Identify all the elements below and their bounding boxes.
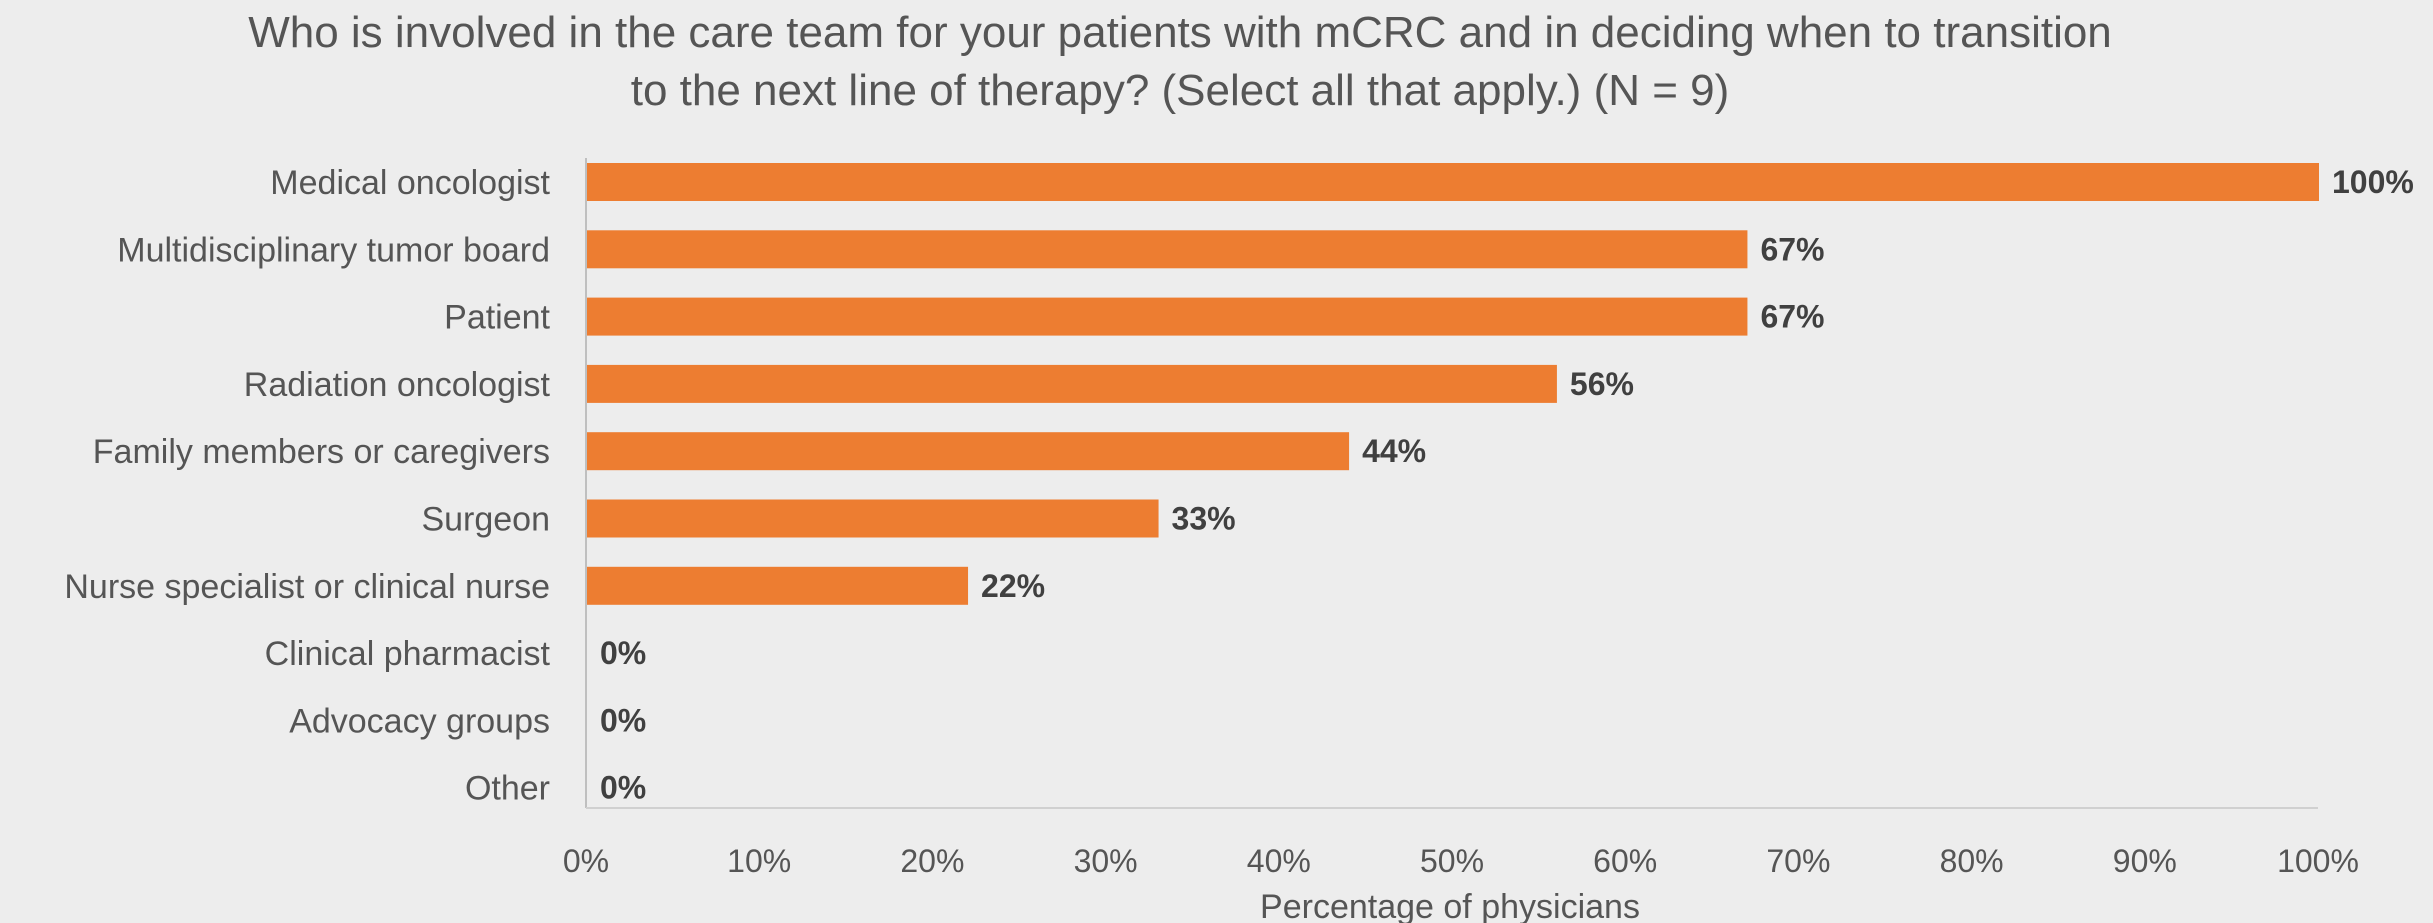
bar — [587, 566, 969, 605]
chart-title: Who is involved in the care team for you… — [248, 8, 2112, 115]
x-tick-label: 0% — [563, 843, 609, 879]
value-label: 67% — [1760, 299, 1824, 335]
x-tick-label: 100% — [2277, 843, 2359, 879]
x-tick-labels: 0% 10% 20% 30% 40% 50% 60% 70% 80% 90% 100% — [563, 843, 2359, 879]
x-tick-label: 80% — [1940, 843, 2004, 879]
category-label: Medical oncologist — [270, 164, 550, 202]
bar — [587, 364, 1557, 403]
value-label: 0% — [600, 702, 646, 738]
x-tick-label: 50% — [1420, 843, 1484, 879]
bar — [587, 163, 2319, 201]
value-label: 100% — [2332, 164, 2414, 200]
category-label: Radiation oncologist — [244, 366, 551, 404]
x-tick-label: 40% — [1247, 843, 1311, 879]
bars-group — [587, 163, 2319, 605]
category-labels: Medical oncologist Multidisciplinary tumo… — [64, 164, 550, 808]
value-label: 33% — [1172, 501, 1236, 537]
bar — [587, 297, 1748, 336]
x-axis-title: Percentage of physicians — [1260, 888, 1640, 923]
category-label: Family members or caregivers — [93, 433, 550, 471]
x-tick-label: 20% — [900, 843, 964, 879]
category-label: Advocacy groups — [289, 702, 550, 740]
x-tick-label: 30% — [1074, 843, 1138, 879]
bar — [587, 432, 1350, 471]
x-tick-label: 10% — [727, 843, 791, 879]
category-label: Nurse specialist or clinical nurse — [64, 568, 550, 606]
bar — [587, 230, 1748, 269]
x-tick-label: 90% — [2113, 843, 2177, 879]
x-tick-label: 60% — [1593, 843, 1657, 879]
value-labels: 100% 67% 67% 56% 44% 33% 22% 0% 0% 0% — [600, 164, 2414, 806]
x-tick-label: 70% — [1766, 843, 1830, 879]
value-label: 0% — [600, 770, 646, 806]
category-label: Clinical pharmacist — [265, 635, 551, 673]
value-label: 44% — [1362, 433, 1426, 469]
category-label: Patient — [444, 299, 550, 337]
bar — [587, 499, 1159, 538]
value-label: 0% — [600, 635, 646, 671]
value-label: 22% — [981, 568, 1045, 604]
value-label: 56% — [1570, 366, 1634, 402]
category-label: Surgeon — [421, 501, 550, 539]
category-label: Multidisciplinary tumor board — [117, 231, 550, 269]
category-label: Other — [465, 770, 550, 808]
value-label: 67% — [1760, 231, 1824, 267]
